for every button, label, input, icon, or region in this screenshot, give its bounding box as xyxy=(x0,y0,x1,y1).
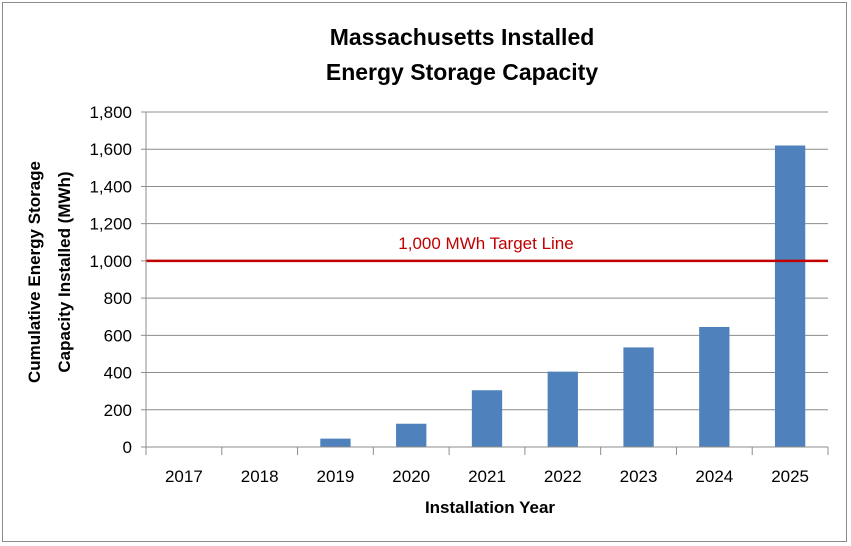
y-tick-label: 800 xyxy=(104,289,132,308)
y-tick-label: 1,400 xyxy=(89,177,132,196)
x-tick-label: 2020 xyxy=(392,467,430,486)
bar-2025 xyxy=(774,145,806,447)
y-tick-labels: 0 200 400 600 800 1,000 1,200 1,400 1,600 1,800 xyxy=(89,103,132,457)
bar-2022 xyxy=(547,371,578,447)
y-tick-label: 1,000 xyxy=(89,252,132,271)
bars xyxy=(320,145,806,447)
y-tick-label: 600 xyxy=(104,326,132,345)
y-tick-label: 200 xyxy=(104,401,132,420)
bar-2024 xyxy=(699,326,730,447)
x-tick-label: 2019 xyxy=(317,467,355,486)
x-tick-label: 2018 xyxy=(241,467,279,486)
target-line-group: 1,000 MWh Target Line xyxy=(146,234,828,263)
axes xyxy=(145,112,829,455)
target-line-label: 1,000 MWh Target Line xyxy=(398,234,573,253)
chart-title-line-2: Energy Storage Capacity xyxy=(326,59,598,85)
y-tick-label: 1,600 xyxy=(89,140,132,159)
y-tick-label: 0 xyxy=(123,438,132,457)
x-tick-label: 2024 xyxy=(695,467,733,486)
x-axis-title: Installation Year xyxy=(425,498,555,517)
x-tick-label: 2022 xyxy=(544,467,582,486)
y-tick-label: 400 xyxy=(104,364,132,383)
bar-2019 xyxy=(320,438,351,447)
y-tick-label: 1,800 xyxy=(89,103,132,122)
x-tick-labels: 2017 2018 2019 2020 2021 2022 2023 2024 2025 xyxy=(165,467,809,486)
chart-title-line-1: Massachusetts Installed xyxy=(330,24,595,50)
x-tick-label: 2025 xyxy=(771,467,809,486)
y-tick-label: 1,200 xyxy=(89,215,132,234)
x-tick-label: 2017 xyxy=(165,467,203,486)
x-tick-label: 2021 xyxy=(468,467,506,486)
bar-2023 xyxy=(623,347,654,447)
y-axis-title: Cumulative Energy Storage Capacity Insta… xyxy=(25,161,74,383)
bar-2021 xyxy=(471,390,503,447)
x-tick-label: 2023 xyxy=(620,467,658,486)
y-axis-title-line-2: Capacity Installed (MWh) xyxy=(55,171,74,372)
bar-2020 xyxy=(396,423,427,447)
y-axis-title-line-1: Cumulative Energy Storage xyxy=(25,161,44,383)
